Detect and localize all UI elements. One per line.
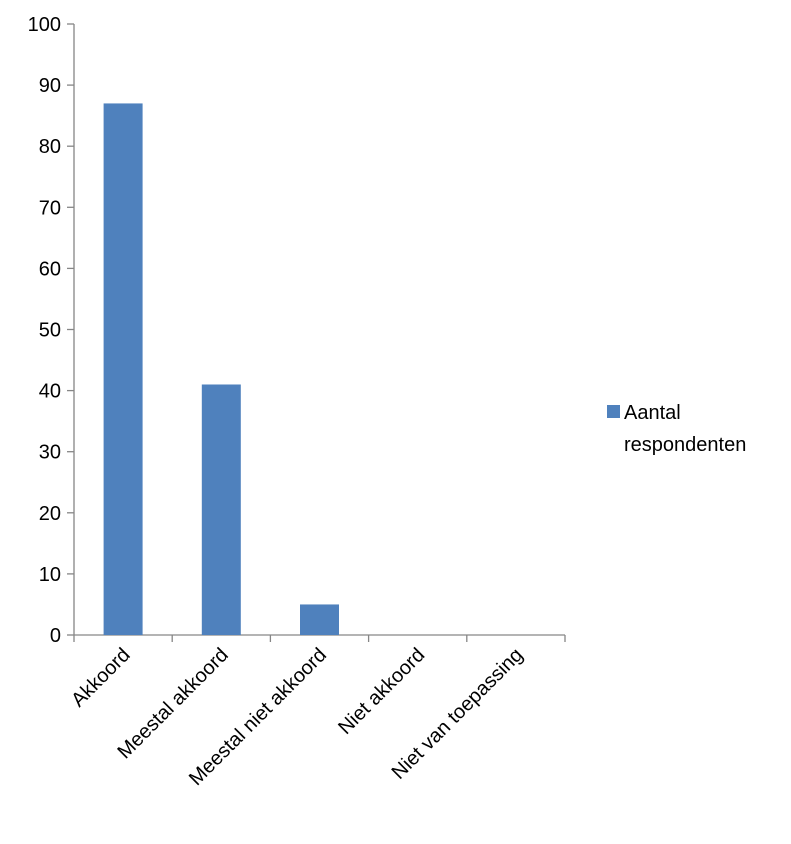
bars — [103, 103, 339, 636]
y-tick-label: 30 — [39, 442, 61, 464]
y-tick-label: 20 — [39, 503, 61, 525]
y-tick-label: 60 — [39, 258, 61, 280]
y-tick-label: 40 — [39, 381, 61, 403]
legend-label-line-2: respondenten — [624, 434, 746, 456]
bar — [103, 103, 143, 636]
x-tick-label: Niet akkoord — [334, 644, 429, 739]
x-tick-label: Akkoord — [67, 644, 134, 711]
axes — [73, 24, 565, 636]
legend-label-line-1: Aantal — [624, 402, 681, 424]
y-tick-label: 90 — [39, 75, 61, 97]
y-tick-label: 100 — [28, 14, 61, 36]
legend: Aantal respondenten — [607, 402, 746, 456]
bar — [300, 604, 339, 635]
y-axis-ticks: 0 10 20 30 40 50 60 70 80 90 100 — [28, 14, 74, 647]
y-tick-label: 70 — [39, 197, 61, 219]
bar — [201, 384, 241, 635]
legend-swatch — [607, 405, 620, 418]
y-tick-label: 50 — [39, 320, 61, 342]
y-tick-label: 80 — [39, 136, 61, 158]
y-tick-label: 0 — [50, 625, 61, 647]
y-tick-label: 10 — [39, 564, 61, 586]
